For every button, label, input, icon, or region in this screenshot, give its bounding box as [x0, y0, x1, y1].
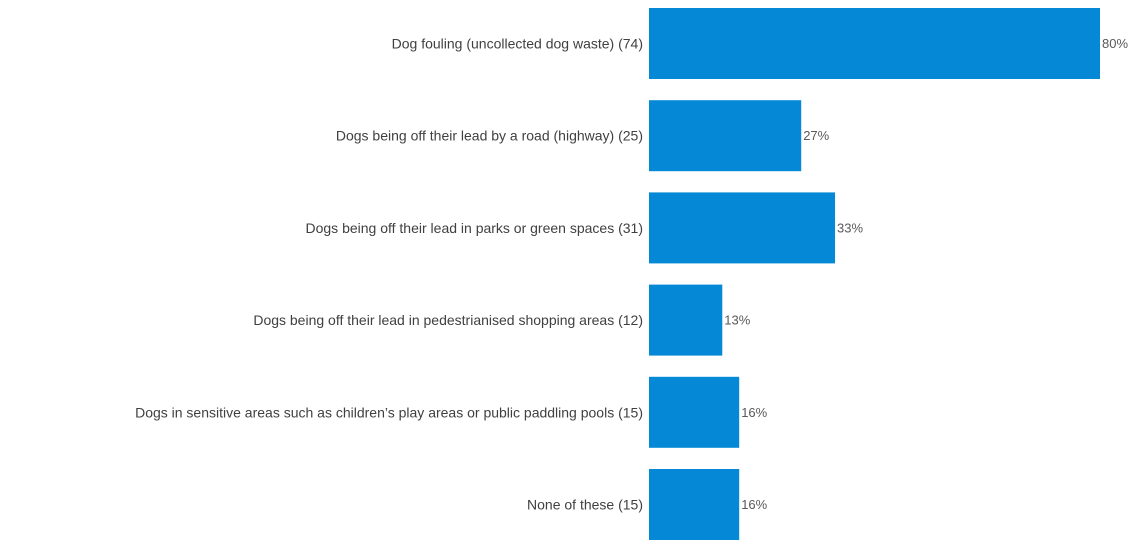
- category-labels: Dog fouling (uncollected dog waste) (74)…: [135, 36, 643, 513]
- value-label: 16%: [741, 405, 767, 420]
- bar: [649, 376, 740, 448]
- bar: [649, 469, 740, 540]
- bar: [649, 8, 1100, 79]
- category-label: Dogs being off their lead by a road (hig…: [336, 128, 643, 144]
- bar: [649, 284, 723, 356]
- value-label: 16%: [741, 497, 767, 512]
- category-label: None of these (15): [527, 497, 643, 513]
- bars: [649, 8, 1100, 540]
- value-label: 80%: [1102, 36, 1128, 51]
- value-label: 13%: [724, 313, 750, 328]
- value-label: 33%: [837, 220, 863, 235]
- value-label: 27%: [803, 128, 829, 143]
- category-label: Dogs being off their lead in parks or gr…: [306, 220, 644, 236]
- category-label: Dogs in sensitive areas such as children…: [135, 404, 643, 420]
- bar: [649, 192, 836, 264]
- bar: [649, 100, 802, 172]
- value-labels: 80% 27% 33% 13% 16% 16%: [724, 36, 1128, 512]
- category-label: Dogs being off their lead in pedestriani…: [253, 312, 643, 328]
- category-label: Dog fouling (uncollected dog waste) (74): [392, 36, 643, 52]
